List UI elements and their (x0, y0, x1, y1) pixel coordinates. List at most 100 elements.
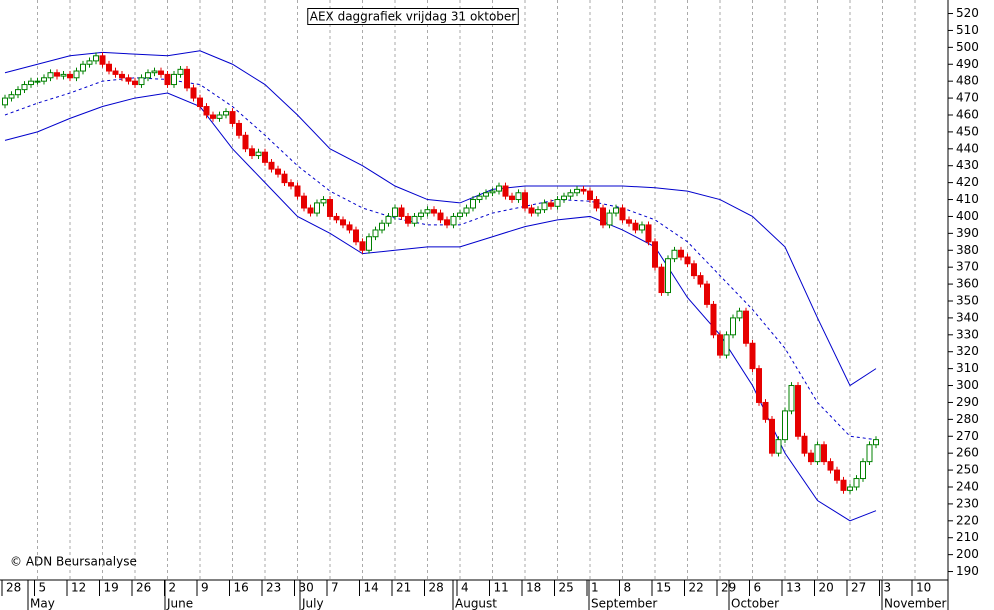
candle-body (710, 303, 717, 336)
candle-body (860, 461, 866, 480)
y-tick-label: 280 (956, 412, 979, 426)
candle-body (450, 215, 457, 226)
candle-body (112, 70, 119, 75)
candle-body (340, 219, 346, 226)
candle-body (606, 212, 613, 226)
candle-body (808, 452, 814, 463)
candle-body (177, 68, 184, 75)
candle-body (814, 444, 821, 463)
candle-body (613, 207, 619, 214)
candle-body (756, 368, 762, 403)
x-tick-label: 25 (559, 581, 574, 595)
candle-body (424, 209, 431, 214)
candle-body (125, 77, 132, 82)
candle-body (294, 185, 301, 197)
candle-body (658, 266, 665, 294)
month-label: June (166, 597, 193, 610)
candle-body (190, 87, 197, 99)
candle-body (249, 148, 255, 157)
y-tick-label: 480 (956, 74, 979, 88)
candle-body (489, 190, 496, 194)
y-tick-label: 220 (956, 513, 979, 527)
candle-body (242, 134, 249, 150)
candle-body (853, 478, 860, 488)
candle-body (704, 283, 710, 305)
x-tick-label: 26 (136, 581, 151, 595)
candle-body (691, 263, 697, 277)
candle-body (593, 199, 600, 209)
candle-body (743, 310, 749, 344)
candle-body (645, 224, 652, 243)
candle-body (151, 70, 158, 74)
month-label: May (30, 597, 55, 610)
title-box (307, 8, 519, 25)
candle-body (795, 385, 801, 437)
y-tick-label: 360 (956, 277, 979, 291)
x-tick-label: 4 (461, 581, 469, 595)
candle-body (632, 222, 639, 231)
candle-body (281, 173, 288, 184)
candle-body (834, 469, 840, 481)
candle-body (801, 435, 808, 454)
candle-body (41, 77, 47, 82)
candle-body (782, 410, 788, 441)
candle-body (476, 195, 483, 201)
candle-body (463, 207, 470, 214)
candle-body (411, 215, 418, 224)
candle-body (749, 342, 756, 370)
chart-title: AEX daggrafiek vrijdag 31 oktober (310, 10, 517, 24)
bollinger-band (4, 50, 877, 387)
candle-body (762, 401, 769, 420)
y-tick-label: 410 (956, 192, 979, 206)
candle-body (496, 185, 502, 192)
candle-body (548, 202, 554, 207)
y-tick-label: 470 (956, 91, 979, 105)
candle-body (346, 224, 353, 231)
x-tick-label: 9 (201, 581, 209, 595)
candle-body (379, 222, 385, 231)
candle-body (671, 249, 678, 260)
bollinger-band (4, 92, 877, 522)
candle-body (34, 80, 41, 83)
candle-body (21, 84, 28, 91)
month-label: September (591, 597, 657, 610)
candle-body (600, 207, 606, 226)
y-tick-label: 520 (956, 6, 979, 20)
candle-body (288, 182, 294, 187)
candle-body (457, 212, 463, 217)
x-tick-label: 3 (884, 581, 892, 595)
y-tick-label: 510 (956, 23, 979, 37)
candle-body (574, 188, 580, 194)
y-tick-label: 440 (956, 141, 979, 155)
candle-body (697, 275, 704, 285)
candle-body (67, 73, 73, 79)
x-tick-label: 22 (689, 581, 704, 595)
candle-body (255, 151, 262, 157)
candle-body (541, 202, 548, 211)
candle-body (171, 73, 177, 86)
month-label: July (301, 597, 324, 610)
candle-body (730, 317, 736, 336)
candle-body (184, 68, 190, 89)
candle-body (509, 195, 515, 201)
candle-body (418, 212, 424, 217)
candle-body (145, 72, 151, 79)
candle-body (54, 72, 60, 77)
y-tick-label: 210 (956, 530, 979, 544)
x-tick-label: 1 (591, 581, 599, 595)
candle-body (47, 72, 54, 79)
candle-body (736, 310, 743, 319)
candle-body (223, 111, 229, 116)
candle-body (28, 80, 34, 86)
candle-body (840, 479, 847, 491)
y-tick-label: 490 (956, 57, 979, 71)
candle-body (60, 73, 67, 77)
candle-body (333, 215, 340, 221)
y-tick-label: 390 (956, 226, 979, 240)
candle-body (827, 461, 834, 471)
bollinger-band (4, 77, 877, 441)
x-tick-label: 28 (429, 581, 444, 595)
y-tick-label: 370 (956, 260, 979, 274)
candle-body (866, 444, 873, 463)
y-tick-label: 450 (956, 124, 979, 138)
